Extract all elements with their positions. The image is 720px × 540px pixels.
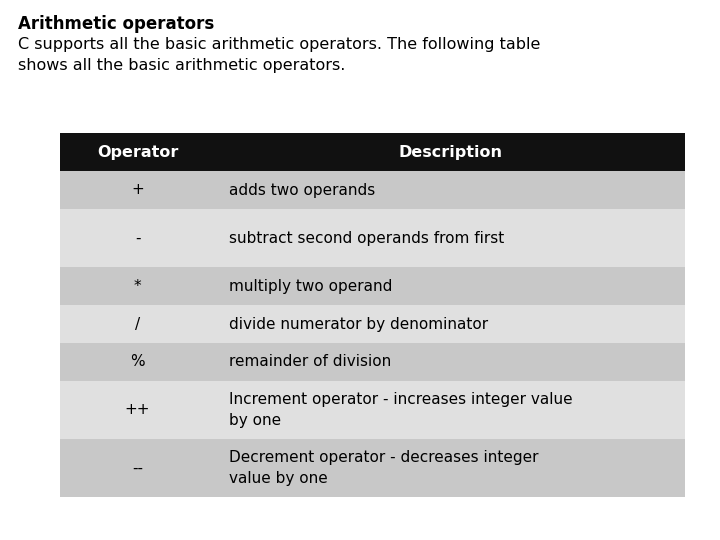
Text: %: % (130, 354, 145, 369)
Text: *: * (134, 279, 141, 294)
Text: Description: Description (398, 145, 502, 159)
Text: +: + (131, 183, 144, 198)
Text: remainder of division: remainder of division (229, 354, 391, 369)
Text: C supports all the basic arithmetic operators. The following table
shows all the: C supports all the basic arithmetic oper… (18, 37, 541, 73)
Text: adds two operands: adds two operands (229, 183, 375, 198)
Text: subtract second operands from first: subtract second operands from first (229, 231, 504, 246)
Text: Increment operator - increases integer value
by one: Increment operator - increases integer v… (229, 392, 572, 428)
Text: /: / (135, 316, 140, 332)
Text: Operator: Operator (96, 145, 178, 159)
Text: Arithmetic operators: Arithmetic operators (18, 15, 215, 33)
Text: -: - (135, 231, 140, 246)
Text: divide numerator by denominator: divide numerator by denominator (229, 316, 488, 332)
Text: ++: ++ (125, 402, 150, 417)
Text: --: -- (132, 461, 143, 476)
Text: multiply two operand: multiply two operand (229, 279, 392, 294)
Text: Decrement operator - decreases integer
value by one: Decrement operator - decreases integer v… (229, 450, 539, 485)
